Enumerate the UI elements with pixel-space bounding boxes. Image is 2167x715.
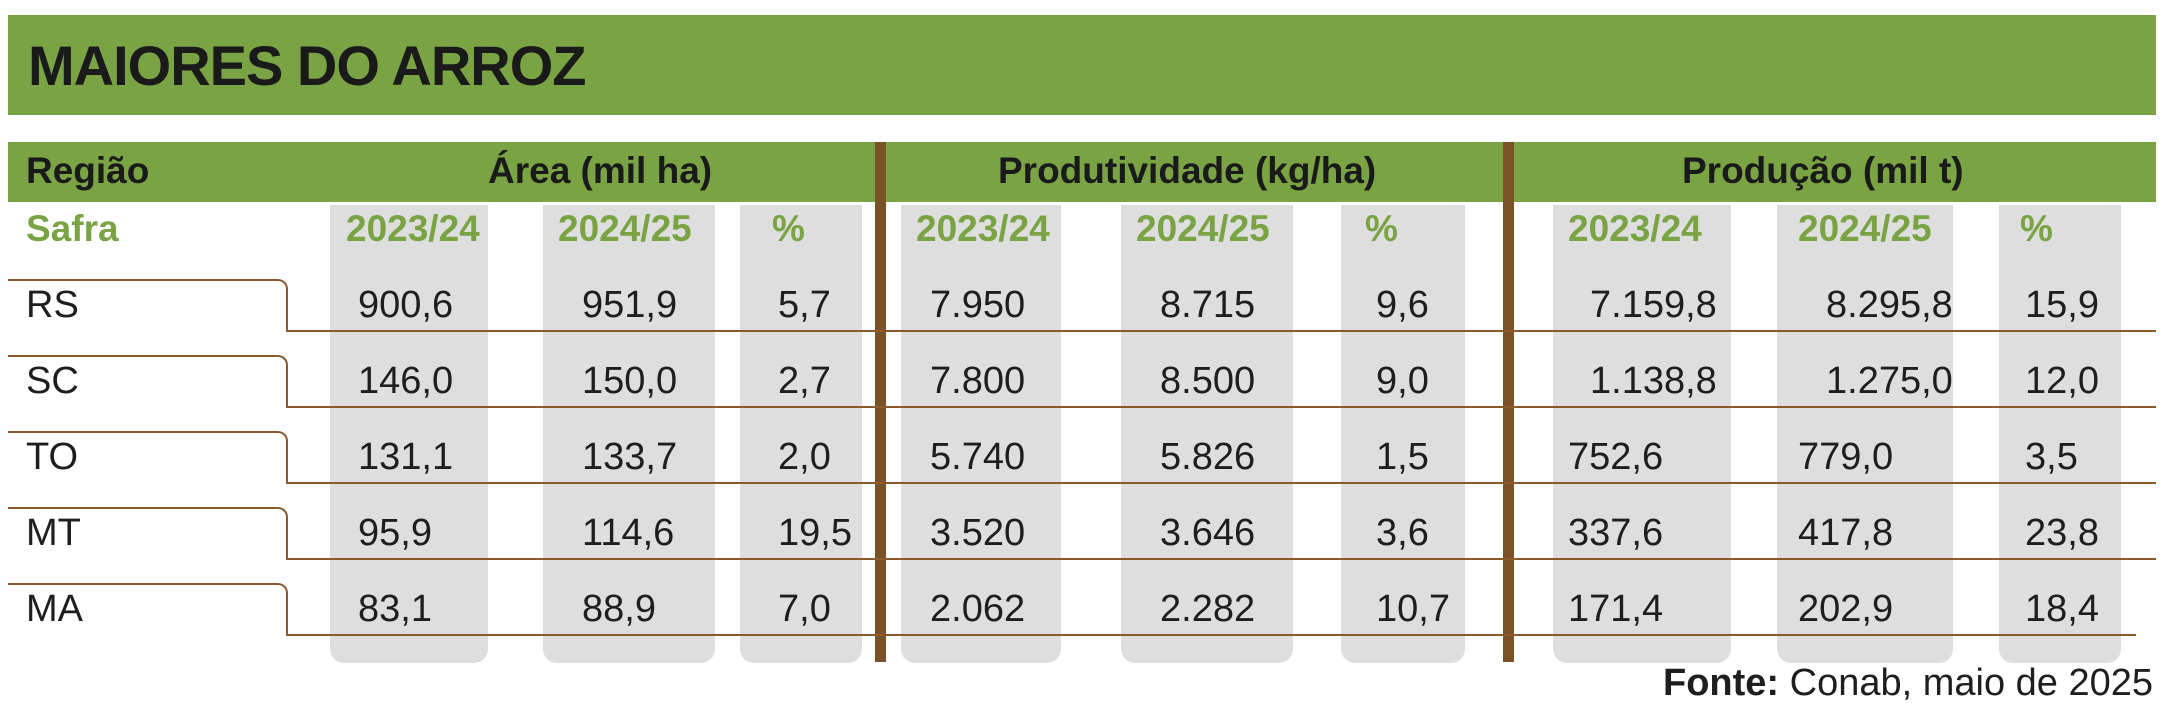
- table-cell: 1.275,0: [1826, 360, 1953, 402]
- table-cell: 2,7: [778, 360, 831, 402]
- table-cell: 1.138,8: [1590, 360, 1717, 402]
- table-cell: 2,0: [778, 436, 831, 478]
- subheader: %: [2020, 208, 2053, 249]
- title-banner: MAIORES DO ARROZ: [8, 15, 2156, 115]
- table-cell: 3.646: [1160, 512, 1256, 554]
- table-cell: 8.715: [1160, 284, 1256, 326]
- header-area: Área (mil ha): [488, 150, 713, 191]
- table-cell: 23,8: [2025, 512, 2099, 554]
- column-pill: [330, 205, 488, 663]
- table-cell: 3.520: [930, 512, 1026, 554]
- subheader: %: [772, 208, 805, 249]
- column-pill: [1777, 205, 1953, 663]
- table-cell: 12,0: [2025, 360, 2099, 402]
- column-divider: [1503, 142, 1514, 662]
- page-title: MAIORES DO ARROZ: [28, 34, 586, 97]
- subheader: 2024/25: [558, 208, 692, 249]
- row-line: [286, 482, 2156, 484]
- subheader: 2024/25: [1798, 208, 1932, 249]
- table-cell: 83,1: [358, 588, 432, 630]
- row-line: [286, 330, 2156, 332]
- table-cell: 2.282: [1160, 588, 1256, 630]
- column-pill: [1341, 205, 1465, 663]
- column-divider: [875, 142, 886, 662]
- region-label: SC: [26, 360, 79, 402]
- row-bracket: [8, 507, 288, 559]
- subheader: 2023/24: [916, 208, 1050, 249]
- header-produtividade: Produtividade (kg/ha): [998, 150, 1377, 191]
- source-text: Conab, maio de 2025: [1779, 662, 2153, 704]
- table-cell: 900,6: [358, 284, 454, 326]
- region-label: RS: [26, 284, 79, 326]
- row-bracket: [8, 431, 288, 483]
- row-line: [286, 558, 2156, 560]
- table-cell: 3,5: [2025, 436, 2078, 478]
- subheader: 2023/24: [346, 208, 480, 249]
- safra-label: Safra: [26, 208, 119, 249]
- table-cell: 9,0: [1376, 360, 1429, 402]
- table-cell: 8.295,8: [1826, 284, 1953, 326]
- column-pill: [1553, 205, 1731, 663]
- table-cell: 95,9: [358, 512, 432, 554]
- subheader: %: [1365, 208, 1398, 249]
- table-cell: 88,9: [582, 588, 656, 630]
- header-producao: Produção (mil t): [1682, 150, 1964, 191]
- subheader: 2024/25: [1136, 208, 1270, 249]
- table-cell: 19,5: [778, 512, 852, 554]
- column-pill: [1121, 205, 1293, 663]
- table-cell: 7.159,8: [1590, 284, 1717, 326]
- subheader: 2023/24: [1568, 208, 1702, 249]
- table-cell: 18,4: [2025, 588, 2099, 630]
- table-cell: 15,9: [2025, 284, 2099, 326]
- table-cell: 9,6: [1376, 284, 1429, 326]
- column-pill: [543, 205, 715, 663]
- table-cell: 951,9: [582, 284, 678, 326]
- row-bracket: [8, 279, 288, 331]
- table-cell: 417,8: [1798, 512, 1894, 554]
- table-cell: 7.800: [930, 360, 1026, 402]
- table-cell: 10,7: [1376, 588, 1450, 630]
- table-cell: 202,9: [1798, 588, 1894, 630]
- table-cell: 337,6: [1568, 512, 1664, 554]
- table-cell: 779,0: [1798, 436, 1894, 478]
- table-cell: 2.062: [930, 588, 1026, 630]
- column-pill: [740, 205, 862, 663]
- table-cell: 7,0: [778, 588, 831, 630]
- table-cell: 146,0: [358, 360, 454, 402]
- table-cell: 5,7: [778, 284, 831, 326]
- header-bar: [8, 142, 2156, 202]
- table-cell: 8.500: [1160, 360, 1256, 402]
- table-cell: 133,7: [582, 436, 678, 478]
- header-regiao: Região: [26, 150, 150, 191]
- table-cell: 3,6: [1376, 512, 1429, 554]
- table-cell: 114,6: [582, 512, 675, 554]
- table-cell: 150,0: [582, 360, 678, 402]
- table-cell: 7.950: [930, 284, 1026, 326]
- row-line: [286, 406, 2156, 408]
- row-bracket: [8, 355, 288, 407]
- column-pill: [901, 205, 1061, 663]
- table-cell: 5.826: [1160, 436, 1256, 478]
- table-cell: 752,6: [1568, 436, 1664, 478]
- table-cell: 171,4: [1568, 588, 1664, 630]
- table-cell: 5.740: [930, 436, 1026, 478]
- region-label: TO: [26, 436, 79, 478]
- region-label: MT: [26, 512, 81, 554]
- row-bracket: [8, 583, 288, 635]
- column-pill: [1999, 205, 2121, 663]
- source-note: Fonte: Conab, maio de 2025: [1663, 662, 2153, 705]
- table-cell: 131,1: [358, 436, 454, 478]
- region-label: MA: [26, 588, 83, 630]
- row-line: [286, 634, 2136, 636]
- source-label: Fonte:: [1662, 662, 1780, 704]
- table-cell: 1,5: [1376, 436, 1429, 478]
